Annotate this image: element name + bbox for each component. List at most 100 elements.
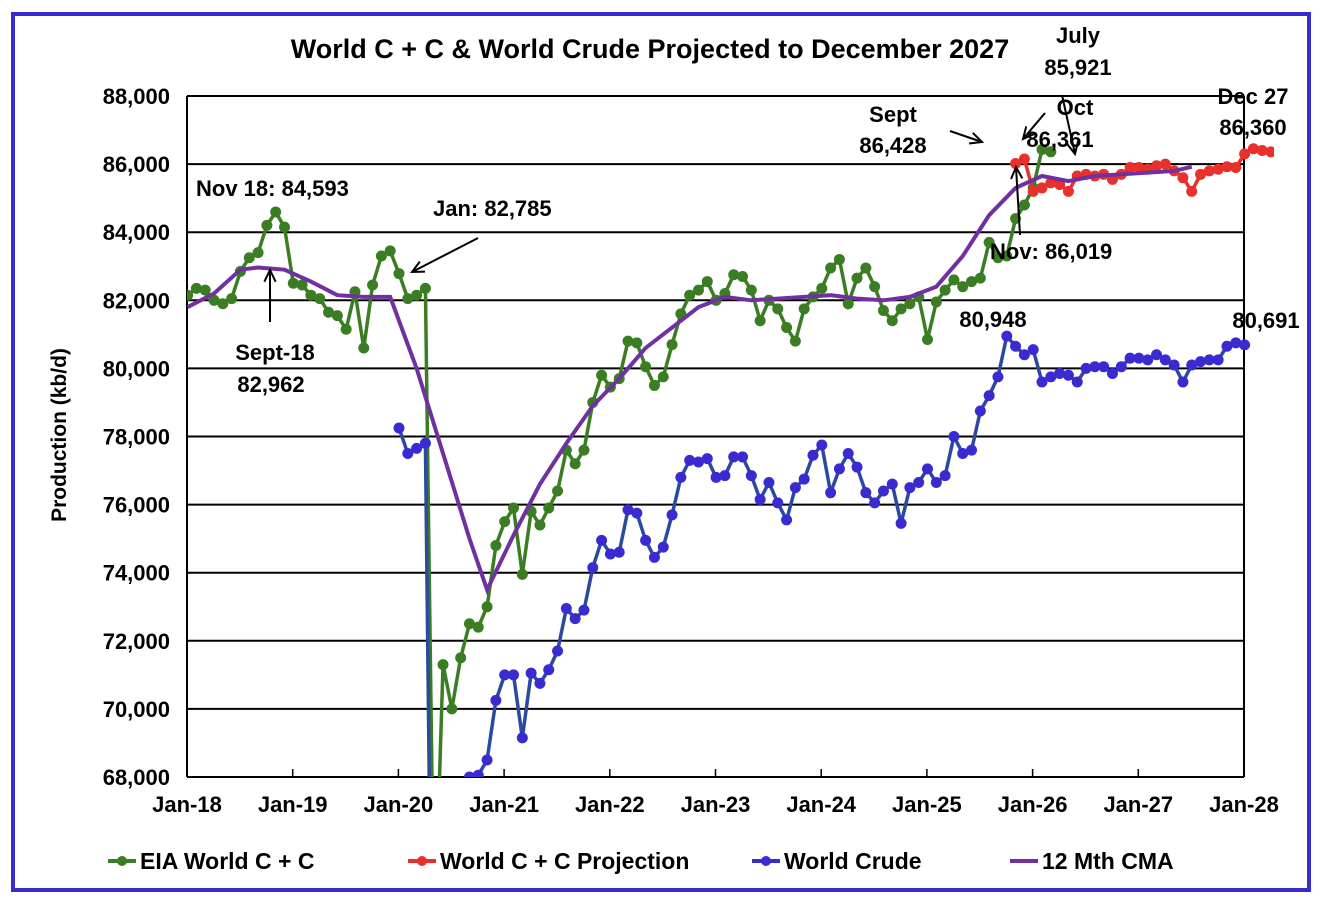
data-point [745, 470, 757, 482]
data-point [913, 476, 925, 488]
data-point [314, 293, 326, 305]
data-point [393, 268, 405, 280]
data-point [930, 296, 942, 308]
data-point [886, 315, 898, 327]
data-point [1177, 376, 1189, 388]
annotation-dec27_value: 86,360 [1219, 115, 1286, 140]
data-point [578, 604, 590, 616]
data-point [1071, 376, 1083, 388]
data-point [992, 371, 1004, 383]
data-point [1010, 157, 1022, 169]
data-point [922, 463, 933, 475]
y-tick-label: 86,000 [103, 152, 170, 177]
data-point [1230, 337, 1242, 349]
data-point [754, 493, 766, 505]
data-point [367, 279, 379, 291]
annotation-nov18: Nov 18: 84,593 [196, 176, 349, 201]
x-tick-label: Jan-25 [892, 792, 962, 817]
data-point [1089, 361, 1101, 373]
data-point [648, 551, 660, 563]
data-point [657, 541, 669, 553]
data-point [1151, 349, 1163, 361]
arrow-head [1010, 164, 1024, 180]
annotations: Nov 18: 84,593 Sept-18 82,962 Jan: 82,785 Se… [196, 23, 1300, 397]
data-point [419, 282, 431, 294]
legend-label: World C + C Projection [440, 848, 689, 874]
arrow-head [1066, 141, 1079, 157]
data-point [1239, 339, 1251, 351]
data-point [1221, 161, 1233, 173]
data-point [825, 262, 837, 274]
data-point [948, 431, 960, 442]
data-point [1159, 158, 1171, 170]
data-point [1036, 376, 1048, 388]
data-point [1247, 143, 1259, 155]
data-point [1045, 146, 1057, 158]
data-point [1036, 144, 1048, 156]
data-point [543, 664, 555, 676]
data-point [481, 601, 493, 613]
legend-label: EIA World C + C [140, 848, 314, 874]
data-point [508, 502, 520, 514]
x-tick-label: Jan-18 [152, 792, 222, 817]
annotation-crude_peak: 80,948 [959, 307, 1026, 332]
data-point [860, 487, 872, 499]
data-point [622, 504, 634, 516]
legend-swatch-marker [417, 856, 427, 866]
data-point [684, 289, 696, 301]
annotation-jan20: Jan: 82,785 [433, 196, 552, 221]
data-point [1265, 146, 1274, 158]
data-point [613, 546, 625, 558]
data-point [217, 298, 229, 310]
data-point [772, 303, 784, 315]
data-point [1106, 368, 1118, 380]
data-point [1186, 359, 1198, 371]
data-point [1203, 165, 1215, 177]
x-tick-label: Jan-22 [575, 792, 645, 817]
data-point [393, 422, 405, 434]
arrow-line [949, 130, 983, 143]
data-point [737, 451, 749, 463]
annotation-nov: Nov: 86,019 [990, 239, 1112, 264]
x-tick-label: Jan-26 [998, 792, 1068, 817]
annotation-sept_label: Sept [869, 102, 917, 127]
data-point [1142, 354, 1154, 366]
chart-title: World C + C & World Crude Projected to D… [291, 34, 1009, 64]
data-point [1010, 340, 1022, 352]
data-point [922, 333, 933, 345]
data-point [208, 294, 220, 306]
data-point [516, 568, 528, 580]
annotation-sept18_label: Sept-18 [235, 340, 314, 365]
data-point [472, 769, 484, 777]
data-point [869, 281, 881, 293]
data-point [1195, 168, 1207, 180]
data-point [1001, 330, 1013, 342]
legend-swatch-marker [117, 856, 127, 866]
y-tick-label: 88,000 [103, 84, 170, 109]
data-point [701, 453, 713, 465]
data-point [842, 448, 854, 460]
arrow-line [411, 237, 479, 273]
data-point [340, 323, 352, 335]
annotation-crude_end: 80,691 [1232, 308, 1299, 333]
data-point [666, 339, 678, 351]
data-point [187, 289, 194, 301]
data-point [622, 335, 634, 347]
data-point [287, 277, 299, 289]
data-point [728, 269, 740, 281]
y-tick-label: 74,000 [103, 561, 170, 586]
data-point [1124, 352, 1136, 364]
y-tick-label: 84,000 [103, 220, 170, 245]
data-point [631, 507, 643, 519]
data-point [296, 279, 308, 291]
legend-item: World C + C Projection [408, 848, 689, 874]
data-point [375, 250, 387, 262]
y-tick-label: 68,000 [103, 765, 170, 790]
data-point [552, 485, 564, 497]
data-point [728, 451, 740, 463]
data-point [1018, 199, 1030, 211]
data-point [499, 669, 511, 681]
data-point [833, 463, 845, 475]
data-point [1054, 368, 1066, 380]
